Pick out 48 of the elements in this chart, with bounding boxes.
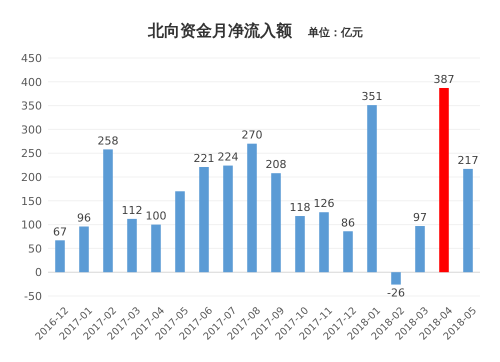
- data-label: 270: [242, 128, 262, 142]
- bar: [247, 144, 257, 272]
- data-label: 97: [413, 211, 427, 224]
- bar: [79, 226, 89, 272]
- bar: [439, 88, 449, 272]
- data-label: 217: [458, 154, 478, 167]
- data-label: 258: [98, 134, 118, 148]
- bar: [367, 105, 377, 272]
- data-label: 118: [290, 201, 310, 214]
- bar: [271, 173, 281, 272]
- bar: [319, 212, 329, 272]
- data-label: 126: [314, 197, 334, 210]
- y-tick-label: 300: [21, 123, 42, 136]
- bar: [415, 226, 425, 272]
- y-tick-label: -50: [24, 290, 42, 303]
- y-tick-label: 50: [28, 242, 42, 256]
- data-label: 100: [146, 210, 166, 223]
- data-label: 96: [77, 212, 91, 225]
- bar: [343, 231, 353, 272]
- bar: [127, 218, 137, 272]
- bar: [199, 167, 209, 272]
- y-tick-label: 150: [21, 194, 42, 208]
- data-label: 387: [434, 72, 454, 86]
- data-label: 221: [194, 152, 214, 166]
- bar: [463, 168, 473, 272]
- y-tick-label: 250: [21, 147, 42, 160]
- chart-title: 北向资金月净流入额: [147, 21, 293, 40]
- data-label: 351: [362, 90, 382, 104]
- y-tick-label: 450: [21, 52, 42, 65]
- data-label: 224: [218, 150, 238, 164]
- y-tick-label: 0: [35, 266, 42, 280]
- bar: [295, 216, 305, 272]
- bar: [175, 191, 185, 272]
- bar: [391, 272, 401, 285]
- chart-subtitle: 单位：亿元: [307, 26, 363, 39]
- bar: [103, 149, 113, 272]
- y-tick-label: 400: [21, 76, 42, 89]
- y-tick-label: 350: [21, 100, 42, 113]
- data-label: -26: [387, 286, 405, 300]
- data-label: 86: [341, 216, 355, 230]
- bar: [151, 224, 161, 272]
- y-tick-label: 200: [21, 171, 42, 184]
- data-label: 112: [122, 204, 142, 217]
- bar: [55, 240, 65, 272]
- y-tick-label: 100: [21, 218, 42, 232]
- data-label: 208: [266, 158, 286, 172]
- bar: [223, 166, 233, 272]
- data-label: 67: [53, 225, 67, 238]
